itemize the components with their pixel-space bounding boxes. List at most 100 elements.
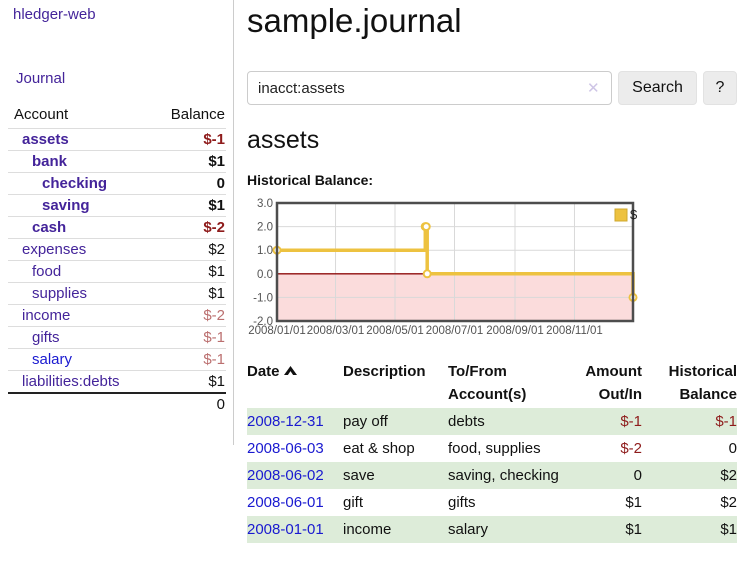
account-row: supplies $1 xyxy=(8,282,226,305)
register-header-balance: Historical Balance xyxy=(668,363,737,403)
legend-label: $ xyxy=(630,207,638,222)
transaction-accounts: saving, checking xyxy=(448,462,566,489)
transaction-balance: $-1 xyxy=(642,408,737,435)
register-header-description: Description xyxy=(343,363,426,380)
account-row: saving $1 xyxy=(8,194,226,217)
account-balance: $1 xyxy=(148,150,226,173)
main-content: sample.journal ✕ Search ? assets Histori… xyxy=(247,0,742,543)
account-link[interactable]: salary xyxy=(32,351,73,368)
transaction-description: gift xyxy=(343,494,364,511)
register-header-amount: Amount Out/In xyxy=(585,363,642,403)
x-tick-label: 2008/05/01 xyxy=(366,325,424,337)
transaction-balance: $2 xyxy=(720,494,737,511)
y-tick-label: 2.0 xyxy=(257,222,273,234)
accounts-header-account: Account xyxy=(14,106,69,123)
transaction-accounts: salary xyxy=(448,516,566,543)
transaction-date-link[interactable]: 2008-06-02 xyxy=(247,467,324,484)
register-row[interactable]: 2008-01-01 income salary $1 $1 xyxy=(247,516,737,543)
y-tick-label: 0.0 xyxy=(257,269,273,281)
account-balance: $-1 xyxy=(148,348,226,371)
x-tick-label: 2008/07/01 xyxy=(426,325,484,337)
transaction-accounts: debts xyxy=(448,408,566,435)
register-header-date[interactable]: Date xyxy=(247,358,343,408)
transaction-description: save xyxy=(343,462,448,489)
x-tick-label: 2008/03/01 xyxy=(307,325,365,337)
account-balance: 0 xyxy=(148,172,226,195)
y-tick-label: -1.0 xyxy=(253,292,273,304)
account-link[interactable]: liabilities:debts xyxy=(22,373,120,390)
chart-label: Historical Balance: xyxy=(247,172,374,188)
clear-search-icon[interactable]: ✕ xyxy=(587,80,600,97)
account-row: salary $-1 xyxy=(8,348,226,371)
sidebar-item-journal[interactable]: Journal xyxy=(16,70,66,87)
transaction-balance: $1 xyxy=(642,516,737,543)
account-link[interactable]: assets xyxy=(22,131,69,148)
search-form: ✕ Search ? xyxy=(247,71,742,105)
transaction-date-link[interactable]: 2008-01-01 xyxy=(247,521,324,538)
account-row: bank $1 xyxy=(8,150,226,173)
transaction-accounts: gifts xyxy=(448,494,476,511)
register-row[interactable]: 2008-06-01 gift gifts $1 $2 xyxy=(247,489,737,516)
data-point-marker xyxy=(422,269,432,279)
transaction-amount: $-1 xyxy=(566,408,642,435)
account-heading: assets xyxy=(247,126,320,154)
accounts-header-balance: Balance xyxy=(170,106,225,123)
transaction-date-link[interactable]: 2008-06-01 xyxy=(247,494,324,511)
account-balance: $1 xyxy=(148,370,226,393)
help-button[interactable]: ? xyxy=(703,71,737,105)
account-row: assets $-1 xyxy=(8,128,226,151)
transaction-date-link[interactable]: 2008-12-31 xyxy=(247,413,324,430)
register-row[interactable]: 2008-06-03 eat & shop food, supplies $-2 0 xyxy=(247,435,737,462)
register-header-accounts: To/From Account(s) xyxy=(448,363,527,403)
transaction-accounts: food, supplies xyxy=(448,440,541,457)
account-balance: $2 xyxy=(148,238,226,261)
transaction-balance: $2 xyxy=(642,462,737,489)
accounts-table: Account Balance assets $-1 bank $1 checking 0… xyxy=(8,103,226,415)
historical-balance-chart[interactable]: $3.0 2.0 1.0 0.0 -1.0 -2.0 2008/01/01 2008/03/0… xyxy=(247,196,742,341)
transaction-balance: 0 xyxy=(728,440,737,457)
transaction-description: eat & shop xyxy=(343,440,415,457)
register-table: Date Description To/From Account(s) Amou… xyxy=(247,358,737,543)
account-row: checking 0 xyxy=(8,172,226,195)
accounts-total-row: 0 xyxy=(8,392,226,415)
account-balance: $1 xyxy=(148,260,226,283)
account-link[interactable]: expenses xyxy=(22,241,87,258)
transaction-description: pay off xyxy=(343,408,448,435)
sidebar: hledger-web Journal Account Balance asse… xyxy=(0,0,234,445)
account-link[interactable]: income xyxy=(22,307,71,324)
accounts-total-value: 0 xyxy=(148,392,226,415)
account-row: food $1 xyxy=(8,260,226,283)
x-tick-label: 2008/11/01 xyxy=(546,325,603,337)
account-row: liabilities:debts $1 xyxy=(8,370,226,393)
transaction-amount: $1 xyxy=(566,516,642,543)
search-button[interactable]: Search xyxy=(618,71,697,105)
account-link[interactable]: food xyxy=(32,263,62,280)
sort-asc-icon xyxy=(283,360,297,383)
transaction-amount: $-2 xyxy=(620,440,642,457)
transaction-amount: 0 xyxy=(566,462,642,489)
account-balance: $-2 xyxy=(148,216,226,239)
account-link[interactable]: gifts xyxy=(32,329,60,346)
app-title-link[interactable]: hledger-web xyxy=(13,6,96,23)
account-link[interactable]: bank xyxy=(32,153,68,170)
account-balance: $-1 xyxy=(148,128,226,151)
data-point-marker xyxy=(421,222,431,232)
transaction-description: income xyxy=(343,516,448,543)
register-row[interactable]: 2008-06-02 save saving, checking 0 $2 xyxy=(247,462,737,489)
x-tick-label: 2008/01/01 xyxy=(248,325,306,337)
account-row: income $-2 xyxy=(8,304,226,327)
account-link[interactable]: checking xyxy=(42,175,108,192)
transaction-date-link[interactable]: 2008-06-03 xyxy=(247,440,324,457)
transaction-amount: $1 xyxy=(625,494,642,511)
account-row: cash $-2 xyxy=(8,216,226,239)
account-row: expenses $2 xyxy=(8,238,226,261)
account-link[interactable]: supplies xyxy=(32,285,88,302)
account-balance: $1 xyxy=(148,282,226,305)
plot-border xyxy=(275,201,635,323)
account-link[interactable]: cash xyxy=(32,219,67,236)
account-link[interactable]: saving xyxy=(42,197,90,214)
y-tick-label: 3.0 xyxy=(257,198,273,210)
register-row[interactable]: 2008-12-31 pay off debts $-1 $-1 xyxy=(247,408,737,435)
search-input[interactable] xyxy=(247,71,612,105)
